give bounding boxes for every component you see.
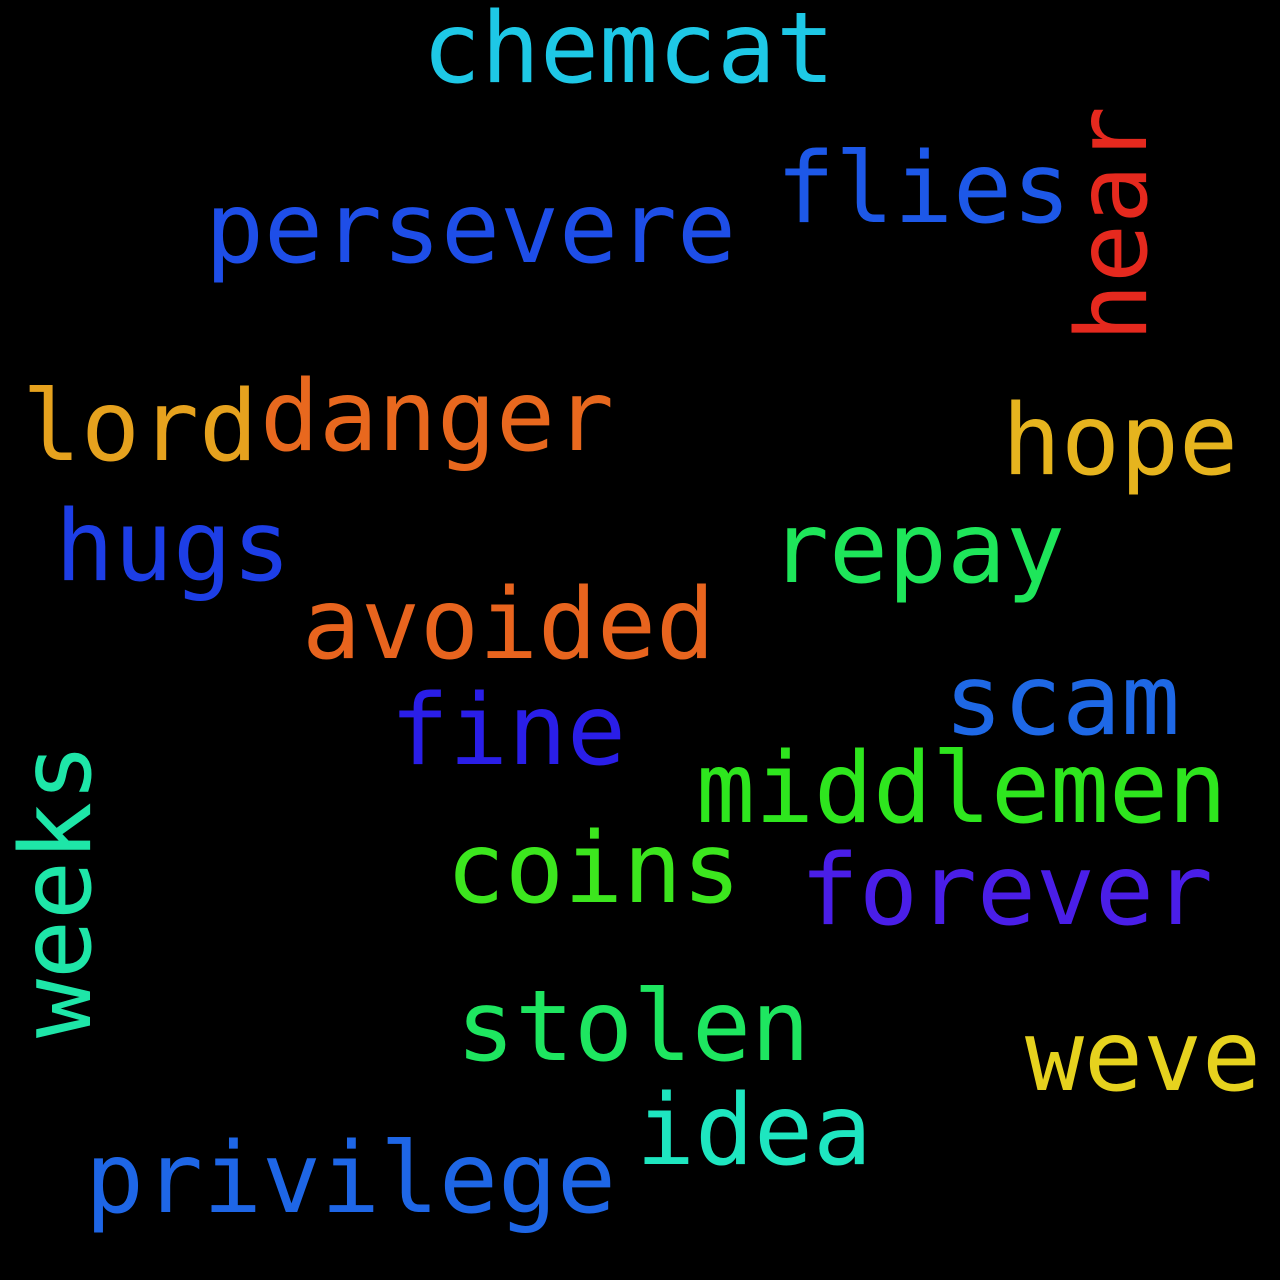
word-scam: scam xyxy=(944,644,1181,758)
word-weve: weve xyxy=(1025,1000,1262,1114)
word-hope: hope xyxy=(1002,384,1239,498)
word-privilege: privilege xyxy=(85,1122,617,1236)
word-chemcat: chemcat xyxy=(422,0,836,106)
word-coins: coins xyxy=(446,812,742,926)
word-lord: lord xyxy=(22,370,259,484)
word-middlemen: middlemen xyxy=(696,732,1228,846)
word-idea: idea xyxy=(636,1074,873,1188)
word-hugs: hugs xyxy=(55,490,292,604)
word-flies: flies xyxy=(776,132,1072,246)
word-forever: forever xyxy=(800,834,1214,948)
word-persevere: persevere xyxy=(205,172,737,286)
word-avoided: avoided xyxy=(302,568,716,682)
word-repay: repay xyxy=(770,492,1066,606)
word-danger: danger xyxy=(260,360,615,474)
word-stolen: stolen xyxy=(456,970,811,1084)
word-fine: fine xyxy=(390,674,627,788)
word-hear: hear xyxy=(1056,105,1170,342)
word-weeks: weeks xyxy=(0,742,114,1038)
